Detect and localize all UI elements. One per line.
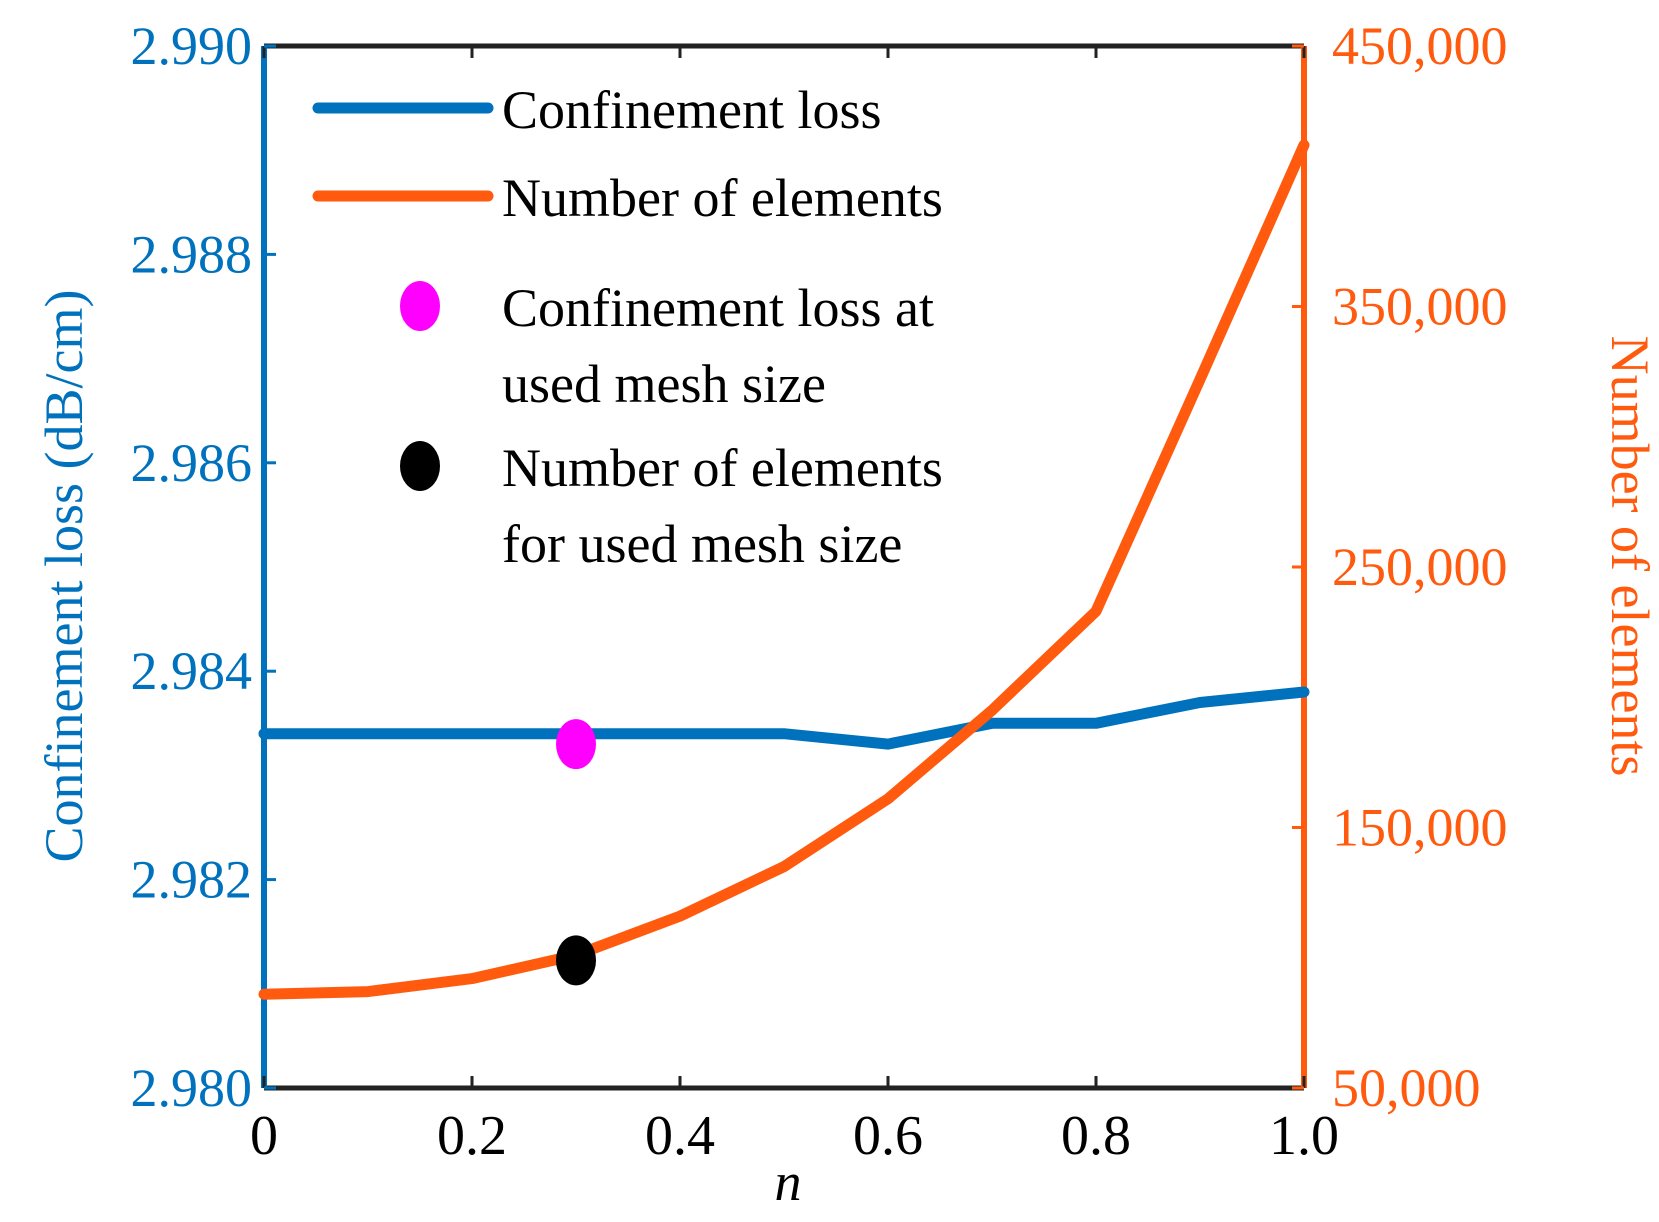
- left-tick-label: 2.990: [131, 16, 253, 76]
- tick-layer: 0 0.2 0.4 0.6 0.8 1.0 2.980 2.982 2.984 2.986 2.98…: [131, 16, 1508, 1167]
- left-tick-label: 2.986: [131, 433, 253, 493]
- legend: Confinement loss Number of elements Confin…: [312, 80, 943, 574]
- marker-number-of-elements-for-used-mesh-size: [556, 935, 596, 986]
- legend-label: Confinement loss: [502, 80, 881, 140]
- right-tick-label: 50,000: [1332, 1058, 1481, 1118]
- legend-swatch-dot: [400, 441, 440, 491]
- legend-label: Number of elements: [502, 438, 943, 498]
- right-tick-label: 150,000: [1332, 798, 1508, 858]
- series-line-number-of-elements: [258, 139, 1310, 1000]
- legend-label: Confinement loss at: [502, 278, 934, 338]
- left-tick-label: 2.980: [131, 1058, 253, 1118]
- x-tick-label: 0.6: [853, 1105, 923, 1167]
- x-tick-label: 0: [250, 1105, 278, 1167]
- left-tick-label: 2.982: [131, 850, 253, 910]
- x-tick-label: 0.2: [437, 1105, 507, 1167]
- x-tick-label: 1.0: [1269, 1105, 1339, 1167]
- x-tick-label: 0.8: [1061, 1105, 1131, 1167]
- left-tick-label: 2.984: [131, 641, 253, 701]
- right-tick-label: 250,000: [1332, 537, 1508, 597]
- x-tick-label: 0.4: [645, 1105, 715, 1167]
- right-tick-label: 450,000: [1332, 16, 1508, 76]
- right-tick-label: 350,000: [1332, 277, 1508, 337]
- left-axis-title: Confinement loss (dB/cm): [34, 290, 94, 863]
- left-tick-label: 2.988: [131, 224, 253, 284]
- legend-label: for used mesh size: [502, 514, 902, 574]
- legend-swatch-dot: [400, 281, 440, 331]
- legend-label: used mesh size: [502, 354, 826, 414]
- x-axis-title: n: [775, 1152, 802, 1212]
- series-line-confinement-loss: [258, 686, 1310, 750]
- legend-label: Number of elements: [502, 168, 943, 228]
- series-layer: [258, 139, 1310, 1000]
- marker-confinement-loss-at-used-mesh-size: [556, 719, 596, 770]
- marker-layer: [556, 719, 596, 986]
- right-axis-title: Number of elements: [1600, 336, 1659, 777]
